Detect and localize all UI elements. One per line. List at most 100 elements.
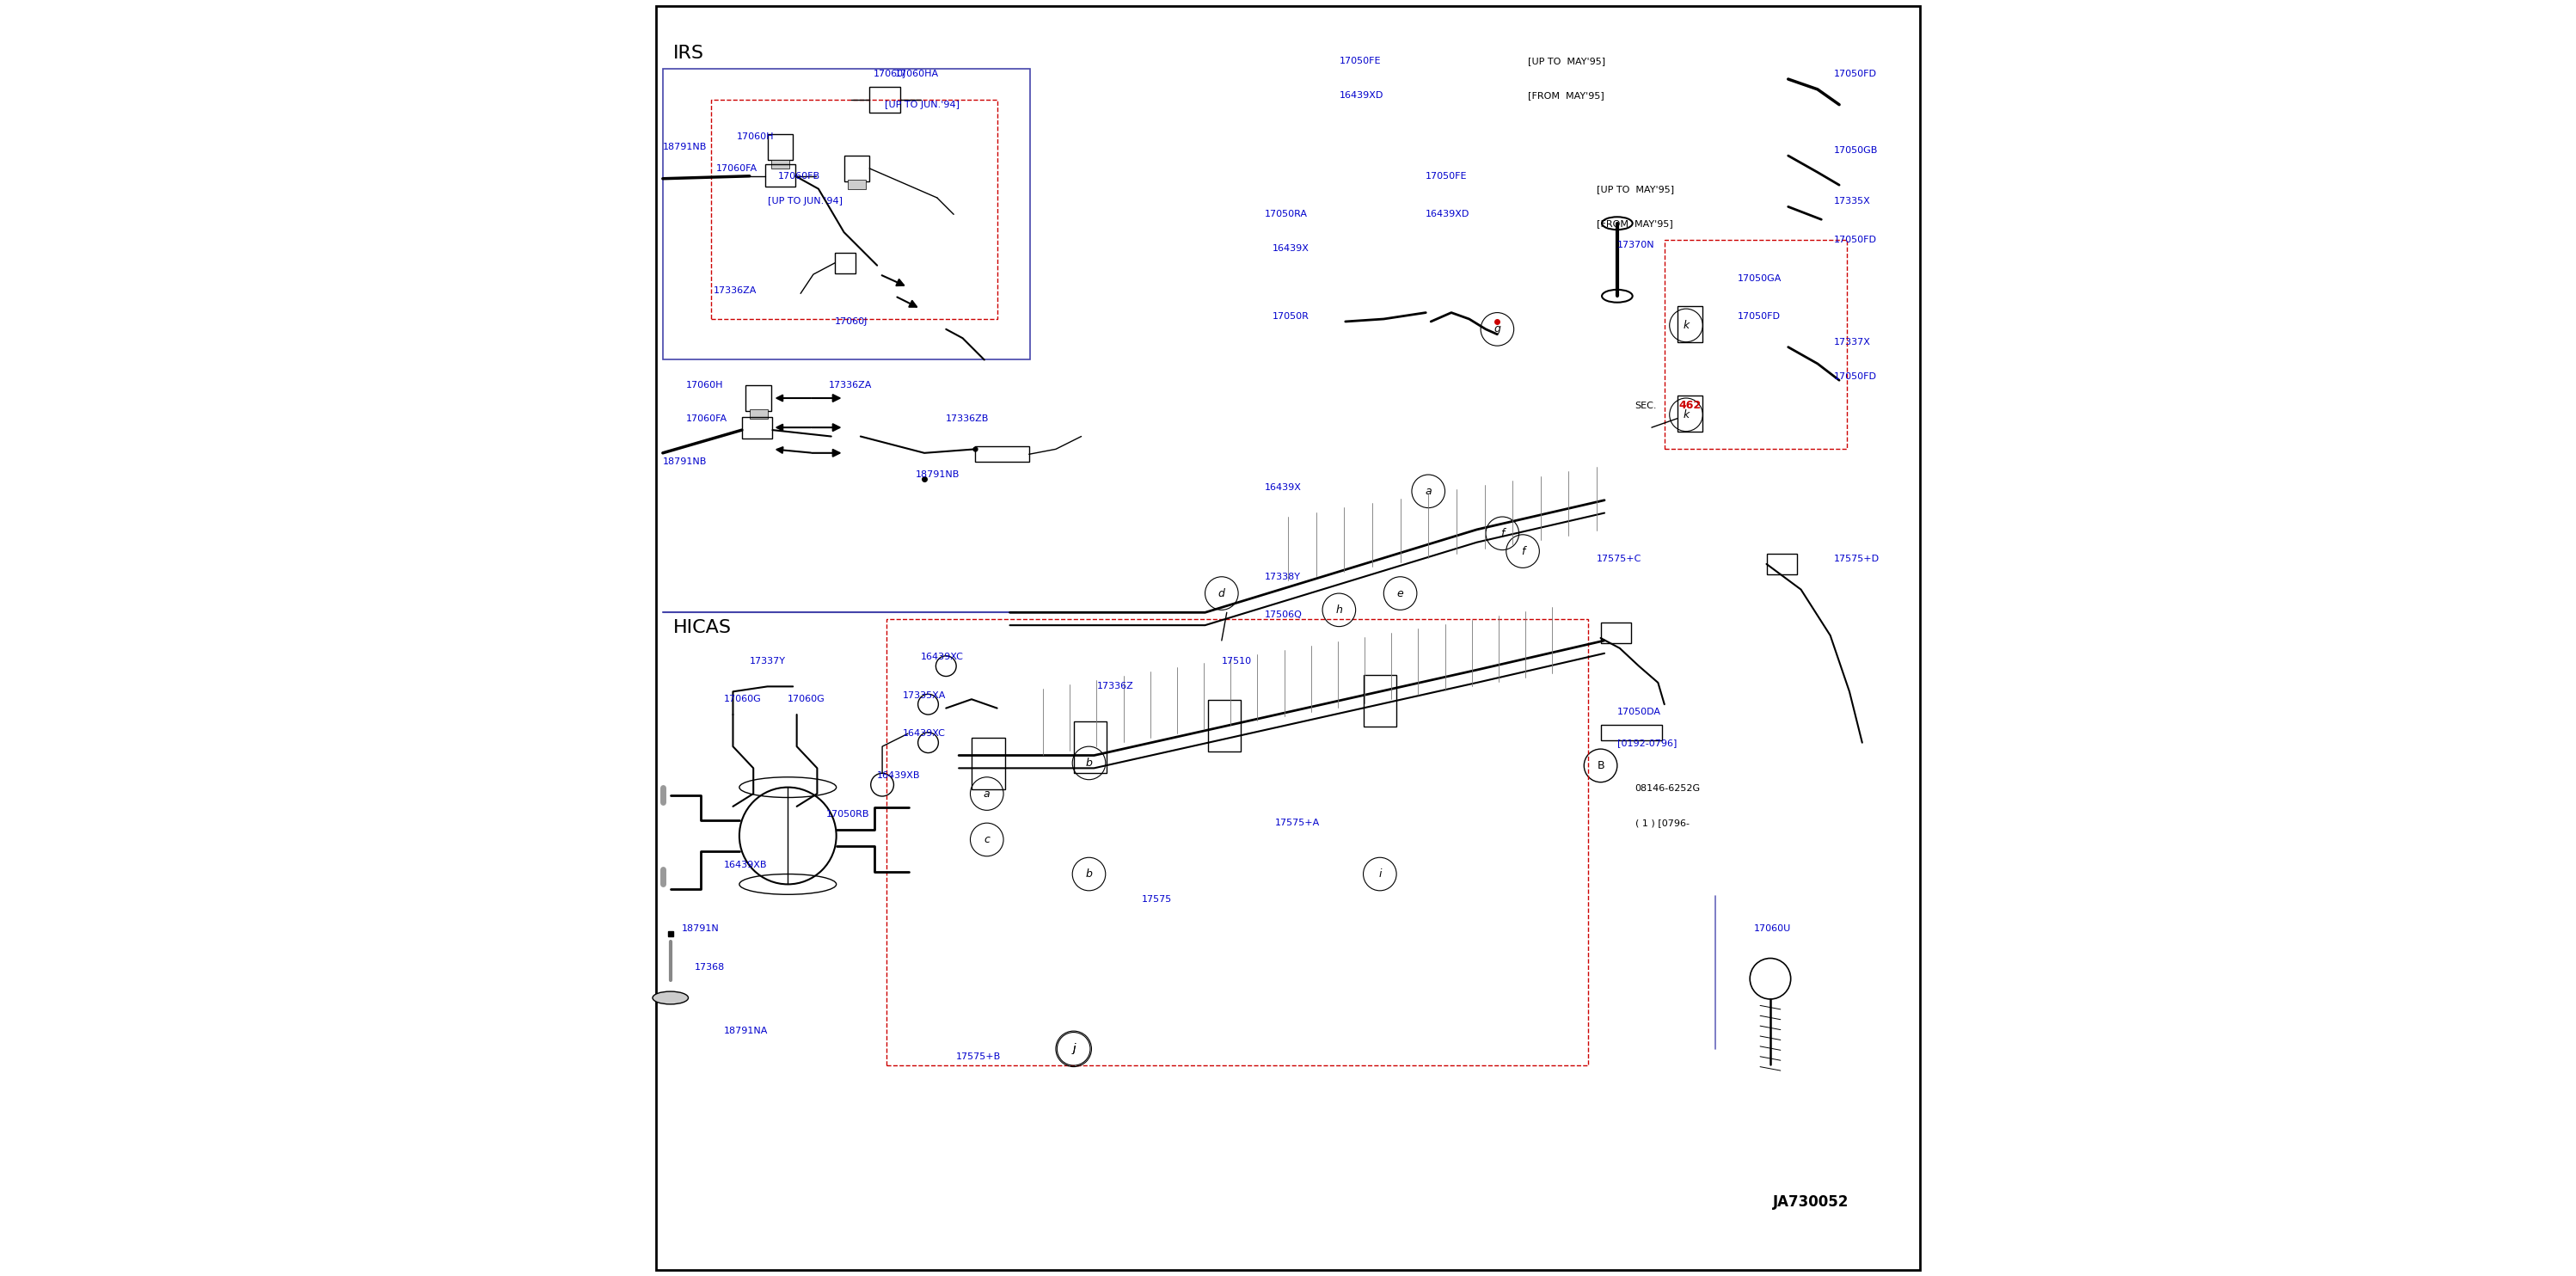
Text: 17050FE: 17050FE <box>1425 172 1468 180</box>
Text: 17506Q: 17506Q <box>1265 611 1303 619</box>
Bar <box>848 180 866 189</box>
Text: 17370N: 17370N <box>1618 241 1654 249</box>
Text: k: k <box>1682 410 1690 420</box>
Text: 17060J: 17060J <box>835 318 868 325</box>
Text: 16439X: 16439X <box>1273 245 1309 253</box>
Text: 17335X: 17335X <box>1834 198 1870 205</box>
Text: 16439XC: 16439XC <box>920 653 963 661</box>
Text: 17050GA: 17050GA <box>1736 274 1783 282</box>
Text: 17336ZB: 17336ZB <box>945 415 989 422</box>
Text: 16439XD: 16439XD <box>1425 211 1471 218</box>
Text: 17337X: 17337X <box>1834 338 1870 346</box>
Text: 17336ZA: 17336ZA <box>829 382 871 389</box>
Text: 17060G: 17060G <box>724 695 762 703</box>
Text: 17335XA: 17335XA <box>902 692 945 699</box>
Text: 16439X: 16439X <box>1265 484 1301 491</box>
Text: 18791NB: 18791NB <box>914 471 961 478</box>
Text: 18791NB: 18791NB <box>662 458 706 466</box>
Text: 17338Y: 17338Y <box>1265 573 1301 581</box>
Text: b: b <box>1084 869 1092 879</box>
Bar <box>744 385 770 411</box>
Text: 17060H: 17060H <box>685 382 724 389</box>
Text: j: j <box>1072 1044 1074 1054</box>
Text: g: g <box>1494 324 1502 334</box>
Text: i: i <box>1378 869 1381 879</box>
Text: c: c <box>984 835 989 845</box>
Ellipse shape <box>652 991 688 1004</box>
Bar <box>1208 701 1242 752</box>
Bar <box>1767 554 1798 574</box>
Text: b: b <box>1084 758 1092 768</box>
Text: a: a <box>984 789 989 799</box>
Text: d: d <box>1218 588 1226 598</box>
Bar <box>1677 396 1703 431</box>
Text: 18791N: 18791N <box>683 925 719 933</box>
Text: 16439XC: 16439XC <box>902 730 945 738</box>
Text: j: j <box>1072 1044 1074 1054</box>
Bar <box>1363 675 1396 726</box>
Text: 17050FE: 17050FE <box>1340 57 1381 65</box>
Bar <box>768 134 793 160</box>
Text: 17050FD: 17050FD <box>1834 70 1878 78</box>
Text: 08146-6252G: 08146-6252G <box>1636 785 1700 792</box>
Text: 17050RB: 17050RB <box>827 810 871 818</box>
Text: f: f <box>1520 546 1525 556</box>
Text: 17575+D: 17575+D <box>1834 555 1880 563</box>
Text: [FROM  MAY'95]: [FROM MAY'95] <box>1597 219 1672 227</box>
Bar <box>770 160 788 168</box>
Bar <box>976 447 1028 462</box>
Text: 17060FA: 17060FA <box>685 415 726 422</box>
Text: SEC.: SEC. <box>1636 402 1656 410</box>
Text: 17060FA: 17060FA <box>716 165 757 172</box>
Text: [0192-0796]: [0192-0796] <box>1618 739 1677 746</box>
Text: 17050GB: 17050GB <box>1834 147 1878 154</box>
Text: [UP TO JUN.'94]: [UP TO JUN.'94] <box>768 198 842 205</box>
Text: [FROM  MAY'95]: [FROM MAY'95] <box>1528 92 1605 100</box>
Text: h: h <box>1334 605 1342 615</box>
Bar <box>1600 623 1631 643</box>
Text: 17060G: 17060G <box>788 695 824 703</box>
Text: 17060H: 17060H <box>737 133 775 140</box>
Text: JA730052: JA730052 <box>1772 1194 1850 1210</box>
Bar <box>1074 722 1108 773</box>
Bar <box>971 738 1005 789</box>
Text: 17575+A: 17575+A <box>1275 819 1319 827</box>
Text: 18791NB: 18791NB <box>662 143 706 151</box>
Bar <box>871 87 899 112</box>
Text: e: e <box>1396 588 1404 598</box>
Bar <box>1677 306 1703 342</box>
Text: 462: 462 <box>1680 401 1700 411</box>
Text: ( 1 ) [0796-: ( 1 ) [0796- <box>1636 819 1690 827</box>
Bar <box>1600 725 1662 740</box>
Text: 17575+C: 17575+C <box>1597 555 1641 563</box>
Text: 17368: 17368 <box>696 963 724 971</box>
Text: 17050R: 17050R <box>1273 313 1309 320</box>
Text: 16439XD: 16439XD <box>1340 92 1383 100</box>
Bar <box>1664 240 1847 449</box>
Bar <box>886 619 1587 1065</box>
Bar <box>765 165 796 186</box>
Text: [UP TO JUN.'94]: [UP TO JUN.'94] <box>884 101 961 108</box>
Text: [UP TO  MAY'95]: [UP TO MAY'95] <box>1528 57 1605 65</box>
Text: 17050FD: 17050FD <box>1834 236 1878 244</box>
Text: 17060HA: 17060HA <box>894 70 940 78</box>
Text: 17575+B: 17575+B <box>956 1053 1002 1060</box>
Text: [UP TO  MAY'95]: [UP TO MAY'95] <box>1597 185 1674 193</box>
Text: 17337Y: 17337Y <box>750 657 786 665</box>
Text: f: f <box>1499 528 1504 538</box>
Text: 17060J: 17060J <box>873 70 907 78</box>
Text: 17050FD: 17050FD <box>1736 313 1780 320</box>
Text: 17050FD: 17050FD <box>1834 373 1878 380</box>
Text: 16439XB: 16439XB <box>878 772 920 780</box>
Bar <box>662 69 1030 360</box>
Text: IRS: IRS <box>672 45 703 63</box>
Text: 18791NA: 18791NA <box>724 1027 768 1035</box>
Text: 17336ZA: 17336ZA <box>714 287 757 295</box>
Text: 17575: 17575 <box>1141 896 1172 903</box>
Text: HICAS: HICAS <box>672 619 732 637</box>
Text: 17050DA: 17050DA <box>1618 708 1662 716</box>
Text: 17336Z: 17336Z <box>1097 683 1133 690</box>
Bar <box>711 100 997 319</box>
Text: 17060FB: 17060FB <box>778 172 819 180</box>
Bar <box>750 410 768 419</box>
